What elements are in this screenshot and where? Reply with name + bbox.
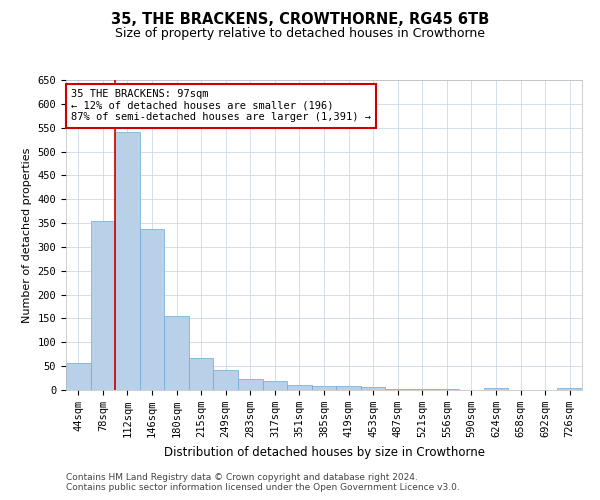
Y-axis label: Number of detached properties: Number of detached properties bbox=[22, 148, 32, 322]
Bar bbox=[214, 370, 238, 390]
Bar bbox=[164, 316, 189, 390]
Bar bbox=[410, 389, 434, 390]
Bar bbox=[557, 388, 582, 390]
Bar bbox=[312, 386, 336, 390]
Bar bbox=[434, 389, 459, 390]
Bar bbox=[287, 385, 312, 390]
Bar bbox=[238, 378, 263, 390]
Text: 35 THE BRACKENS: 97sqm
← 12% of detached houses are smaller (196)
87% of semi-de: 35 THE BRACKENS: 97sqm ← 12% of detached… bbox=[71, 90, 371, 122]
Bar bbox=[115, 132, 140, 390]
Bar bbox=[263, 382, 287, 390]
Bar bbox=[140, 230, 164, 390]
Bar bbox=[189, 358, 214, 390]
Bar bbox=[66, 363, 91, 390]
Text: 35, THE BRACKENS, CROWTHORNE, RG45 6TB: 35, THE BRACKENS, CROWTHORNE, RG45 6TB bbox=[111, 12, 489, 28]
Bar bbox=[361, 386, 385, 390]
Text: Contains HM Land Registry data © Crown copyright and database right 2024.: Contains HM Land Registry data © Crown c… bbox=[66, 474, 418, 482]
Bar bbox=[484, 388, 508, 390]
Bar bbox=[336, 386, 361, 390]
X-axis label: Distribution of detached houses by size in Crowthorne: Distribution of detached houses by size … bbox=[163, 446, 485, 458]
Text: Size of property relative to detached houses in Crowthorne: Size of property relative to detached ho… bbox=[115, 28, 485, 40]
Text: Contains public sector information licensed under the Open Government Licence v3: Contains public sector information licen… bbox=[66, 484, 460, 492]
Bar bbox=[385, 389, 410, 390]
Bar bbox=[91, 220, 115, 390]
